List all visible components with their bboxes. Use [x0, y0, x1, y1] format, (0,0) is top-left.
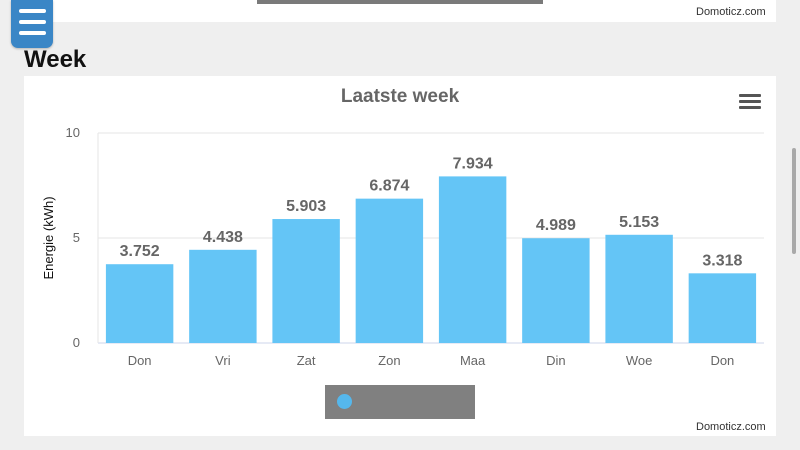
- x-tick-label: Don: [710, 353, 734, 368]
- data-label: 4.989: [536, 217, 576, 234]
- chart-title: Laatste week: [340, 86, 460, 107]
- data-label: 3.318: [702, 252, 742, 269]
- section-title: Week: [24, 46, 87, 73]
- y-tick-label: 5: [73, 230, 80, 245]
- horizontal-scrollbar[interactable]: [257, 0, 543, 4]
- y-axis-title: Energie (kWh): [41, 196, 56, 279]
- legend-series-dot: [337, 394, 352, 409]
- data-label: 4.438: [203, 229, 243, 246]
- x-tick-label: Zon: [378, 353, 400, 368]
- bar-don-7: [688, 273, 757, 343]
- vertical-scrollbar[interactable]: [792, 148, 796, 254]
- data-label: 7.934: [453, 155, 493, 172]
- chart-credit-link[interactable]: Domoticz.com: [696, 421, 766, 433]
- x-tick-label: Maa: [460, 353, 486, 368]
- data-label: 3.752: [120, 243, 160, 260]
- x-tick-label: Vri: [215, 353, 231, 368]
- data-label: 6.874: [369, 178, 409, 195]
- x-tick-label: Woe: [626, 353, 653, 368]
- bar-maa-4: [438, 176, 507, 343]
- x-tick-label: Don: [128, 353, 152, 368]
- bar-zat-2: [272, 219, 340, 343]
- x-tick-label: Din: [546, 353, 566, 368]
- previous-chart-card: [24, 0, 776, 22]
- data-label: 5.903: [286, 198, 326, 215]
- bar-zon-3: [355, 198, 424, 343]
- y-tick-label: 0: [73, 335, 80, 350]
- bar-don-0: [105, 264, 174, 343]
- chart-export-menu-icon[interactable]: [739, 94, 761, 111]
- bar-woe-6: [605, 234, 673, 343]
- bar-din-5: [522, 238, 590, 343]
- energy-bar-chart: 0 5 10 Energie (kWh) 3.752 Don 4.438 Vri 5.903 Za…: [41, 125, 764, 368]
- y-tick-label: 10: [66, 125, 80, 140]
- bar-vri-1: [189, 249, 257, 343]
- hamburger-menu-icon[interactable]: [11, 0, 53, 48]
- top-credit-link[interactable]: Domoticz.com: [696, 6, 766, 18]
- week-chart-card: 0 5 10 Energie (kWh) 3.752 Don 4.438 Vri 5.903 Za…: [24, 76, 776, 436]
- chart-legend[interactable]: [325, 385, 475, 419]
- data-label: 5.153: [619, 214, 659, 231]
- x-tick-label: Zat: [297, 353, 316, 368]
